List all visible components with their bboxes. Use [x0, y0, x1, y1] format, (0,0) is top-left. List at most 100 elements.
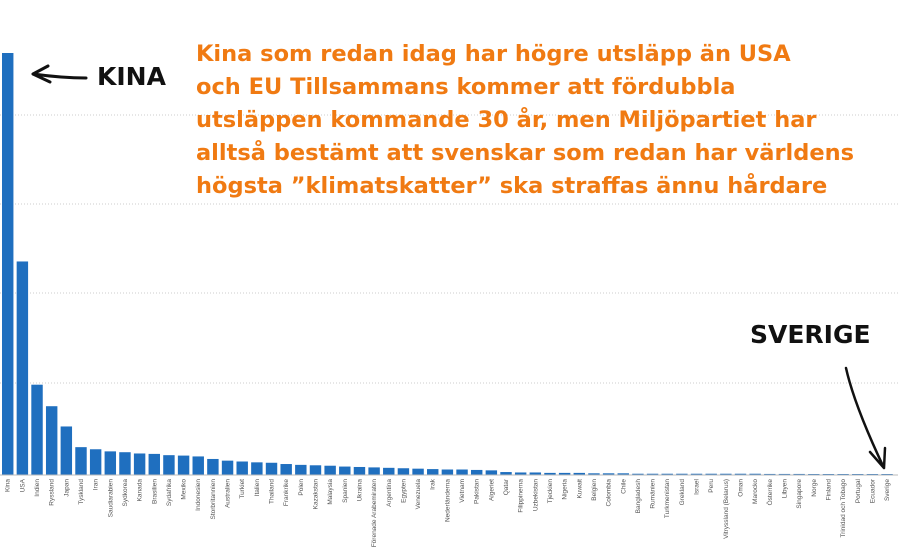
x-tick-label-44: Rumänien	[650, 479, 657, 509]
x-tick-label-30: Nederländerna	[444, 479, 451, 522]
bar-39	[573, 472, 585, 475]
bar-18	[265, 462, 278, 475]
x-tick-label-36: Uzbekistan	[532, 479, 539, 512]
bar-1	[16, 261, 29, 475]
x-tick-label-54: Singapore	[796, 479, 803, 509]
x-tick-label-12: Mexiko	[181, 479, 188, 500]
x-tick-label-47: Israel	[694, 478, 701, 494]
x-tick-label-48: Peru	[708, 479, 715, 493]
bar-30	[441, 469, 454, 475]
x-tick-label-6: Iran	[93, 479, 100, 491]
x-tick-label-8: Sydkorea	[122, 479, 129, 507]
bar-8	[119, 452, 131, 475]
bar-34	[500, 472, 512, 475]
bar-7	[104, 451, 117, 475]
bar-2	[31, 384, 43, 475]
bar-11	[163, 455, 175, 475]
bar-4	[60, 426, 73, 475]
x-tick-label-24: Ukraina	[356, 479, 363, 502]
x-tick-label-2: Indien	[34, 479, 41, 497]
bar-45	[661, 473, 673, 475]
kina-arrow	[31, 64, 88, 84]
annotation-text: Kina som redan idag har högre utsläpp än…	[196, 41, 855, 199]
bar-16	[236, 461, 248, 475]
bar-15	[221, 460, 234, 475]
bar-33	[485, 470, 498, 475]
x-tick-label-51: Marocko	[752, 479, 759, 504]
bar-44	[646, 473, 659, 475]
sverige-arrow	[844, 366, 887, 470]
bar-19	[280, 464, 292, 475]
bar-0	[2, 53, 14, 475]
bar-47	[690, 473, 703, 475]
x-tick-label-43: Bangladesh	[635, 479, 642, 514]
x-tick-label-25: Förenade Arabemiraten	[371, 479, 378, 548]
bar-32	[470, 469, 483, 475]
x-tick-label-56: Finland	[825, 479, 832, 501]
x-tick-label-14: Storbritannien	[210, 479, 217, 520]
bar-31	[456, 469, 468, 475]
bar-50	[734, 473, 747, 475]
bar-49	[720, 473, 732, 475]
bar-53	[778, 473, 791, 475]
bar-26	[383, 467, 395, 475]
x-tick-label-41: Colombia	[606, 479, 613, 507]
kina-label: KINA	[97, 62, 166, 91]
x-tick-label-23: Spanien	[342, 479, 349, 503]
x-tick-label-53: Libyen	[781, 479, 788, 499]
bar-6	[89, 449, 102, 475]
x-tick-label-18: Thailand	[269, 479, 276, 504]
bar-48	[705, 473, 717, 475]
bar-12	[177, 455, 190, 475]
x-tick-label-16: Turkiet	[239, 479, 246, 499]
x-tick-label-17: Italien	[254, 479, 261, 497]
x-tick-label-33: Algeriet	[488, 479, 495, 501]
bar-14	[207, 458, 219, 475]
bar-36	[529, 472, 542, 475]
bar-20	[295, 464, 307, 475]
x-tick-label-19: Frankrike	[283, 479, 290, 506]
x-tick-label-46: Grekland	[679, 479, 686, 506]
bar-46	[676, 473, 688, 475]
bar-28	[412, 468, 424, 475]
bar-3	[45, 406, 58, 475]
x-tick-label-27: Egypten	[400, 479, 407, 503]
x-tick-label-59: Ecuador	[869, 478, 876, 503]
bar-25	[368, 467, 380, 475]
x-tick-label-0: Kina	[5, 479, 12, 492]
x-tick-label-35: Filippinerna	[518, 479, 525, 513]
x-tick-label-7: Saudiarabien	[107, 479, 114, 518]
x-tick-label-60: Sverige	[884, 479, 891, 501]
bar-13	[192, 456, 204, 475]
x-tick-label-45: Turkmenistan	[664, 479, 671, 519]
bar-35	[514, 472, 527, 475]
x-tick-label-15: Australien	[225, 479, 232, 508]
x-tick-label-1: USA	[19, 478, 26, 492]
bar-38	[558, 472, 571, 475]
bar-29	[427, 469, 439, 475]
bar-42	[617, 473, 629, 475]
x-tick-label-42: Chile	[620, 479, 627, 494]
bar-43	[632, 473, 644, 475]
bar-24	[353, 466, 366, 475]
bar-5	[75, 447, 87, 475]
x-tick-label-28: Venezuela	[415, 479, 422, 510]
bar-40	[588, 473, 600, 475]
x-tick-label-26: Argentina	[386, 479, 393, 507]
x-tick-label-3: Ryssland	[49, 479, 56, 506]
x-tick-label-58: Portugal	[855, 478, 862, 503]
x-tick-label-37: Tjeckien	[547, 479, 554, 504]
bar-54	[793, 473, 805, 475]
x-tick-label-4: Japan	[63, 479, 70, 497]
x-tick-label-38: Nigeria	[562, 479, 569, 500]
x-tick-label-5: Tyskland	[78, 479, 85, 505]
bars	[2, 53, 893, 475]
x-tick-label-31: Vietnam	[459, 479, 466, 503]
x-tick-label-21: Kazakstan	[312, 479, 319, 510]
bar-37	[544, 472, 556, 475]
x-tick-label-32: Pakistan	[474, 479, 481, 504]
x-tick-label-11: Sydafrika	[166, 479, 173, 506]
x-tick-label-50: Oman	[738, 479, 745, 497]
x-tick-label-57: Trinidad och Tobago	[840, 479, 847, 538]
